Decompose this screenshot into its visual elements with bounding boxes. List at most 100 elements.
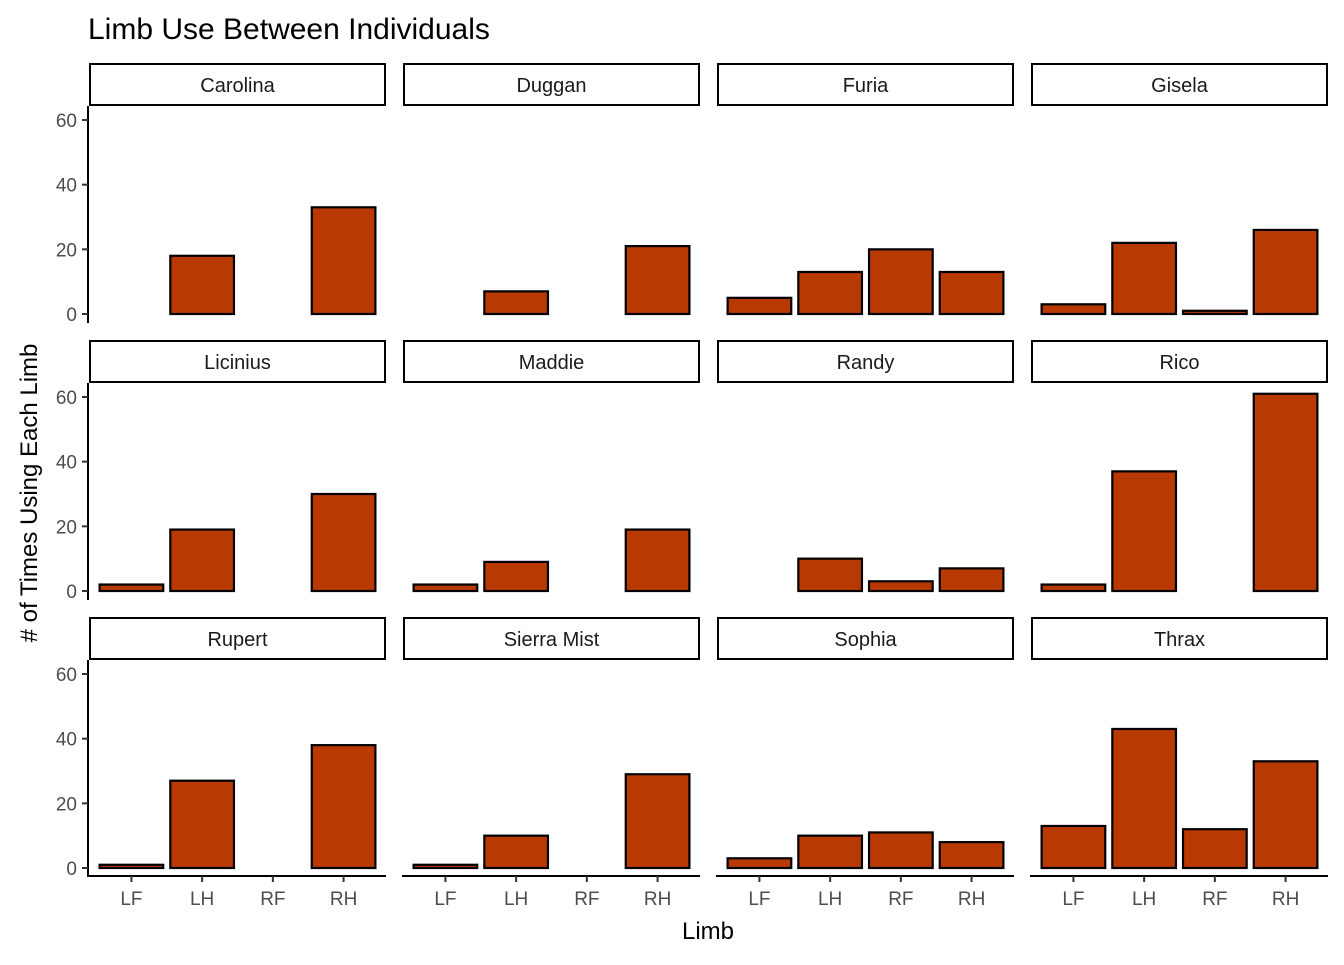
bar-thrax-rh	[1252, 760, 1319, 870]
bar-sierra-mist-lh	[483, 834, 550, 870]
y-tick-label: 40	[56, 730, 77, 751]
facet-panel-rico: Rico	[1031, 340, 1328, 593]
x-tick-label: RF	[574, 889, 599, 910]
x-tick-label: LH	[190, 889, 214, 910]
y-tick-label: 20	[56, 240, 77, 261]
x-tick-label: LF	[120, 889, 142, 910]
x-tick-label: RH	[958, 889, 985, 910]
y-axis-title: # of Times Using Each Limb	[16, 344, 43, 643]
x-tick-label: RH	[330, 889, 357, 910]
facet-strip	[1031, 63, 1328, 106]
facet-strip	[403, 63, 700, 106]
bar-licinius-lh	[169, 528, 236, 593]
y-tick-label: 20	[56, 794, 77, 815]
facet-strip-label: Rupert	[207, 629, 267, 651]
bar-licinius-lf	[98, 583, 165, 593]
facet-strip	[1031, 617, 1328, 660]
bar-rupert-lf	[98, 863, 165, 870]
bar-gisela-lf	[1040, 303, 1107, 316]
bar-furia-lh	[797, 270, 864, 316]
bar-rupert-rh	[310, 744, 377, 870]
facet-strip-label: Sophia	[834, 629, 897, 651]
facet-panels: Carolina 0 20 40 60 Duggan Furia Gisela Licinius…	[56, 63, 1328, 910]
facet-strip-label: Furia	[843, 75, 889, 97]
facet-panel-sophia: Sophia LF LH RF RH	[716, 617, 1014, 910]
bar-furia-rh	[938, 270, 1005, 316]
bar-maddie-lh	[483, 560, 550, 593]
bar-licinius-rh	[310, 492, 377, 593]
bar-rico-lh	[1111, 470, 1178, 593]
y-tick-label: 20	[56, 517, 77, 538]
bar-thrax-lh	[1111, 727, 1178, 870]
y-tick-label: 40	[56, 176, 77, 197]
x-tick-label: RH	[644, 889, 671, 910]
bar-furia-rf	[867, 248, 934, 316]
bar-sierra-mist-rh	[624, 773, 691, 870]
y-tick-label: 60	[56, 111, 77, 132]
facet-strip	[89, 63, 386, 106]
bar-gisela-rh	[1252, 228, 1319, 316]
bar-maddie-rh	[624, 528, 691, 593]
facet-strip	[89, 617, 386, 660]
facet-strip	[89, 340, 386, 383]
facet-panel-randy: Randy	[717, 340, 1014, 593]
bar-gisela-lh	[1111, 241, 1178, 316]
y-tick-label: 60	[56, 388, 77, 409]
x-tick-label: LF	[1062, 889, 1084, 910]
bar-thrax-rf	[1181, 828, 1248, 870]
facet-panel-sierra-mist: Sierra Mist LF LH RF RH	[402, 617, 700, 910]
facet-panel-thrax: Thrax LF LH RF RH	[1030, 617, 1328, 910]
x-tick-label: LF	[434, 889, 456, 910]
bar-duggan-lh	[483, 290, 550, 316]
facet-panel-rupert: Rupert 0 20 40 60 LF LH RF RH	[56, 617, 386, 910]
facet-strip	[717, 63, 1014, 106]
facet-strip-label: Maddie	[519, 352, 585, 374]
y-tick-label: 0	[66, 859, 77, 880]
bar-rico-lf	[1040, 583, 1107, 593]
y-tick-label: 0	[66, 582, 77, 603]
x-tick-label: RH	[1272, 889, 1299, 910]
facet-strip-label: Duggan	[516, 75, 586, 97]
x-tick-label: RF	[1202, 889, 1227, 910]
bar-randy-rh	[938, 567, 1005, 593]
facet-panel-maddie: Maddie	[403, 340, 700, 593]
facet-strip	[1031, 340, 1328, 383]
bar-duggan-rh	[624, 245, 691, 316]
facet-strip	[403, 340, 700, 383]
bar-sierra-mist-lf	[412, 863, 479, 870]
bar-rico-rh	[1252, 392, 1319, 593]
facet-panel-licinius: Licinius 0 20 40 60	[56, 340, 386, 603]
y-tick-label: 60	[56, 665, 77, 686]
bar-maddie-lf	[412, 583, 479, 593]
x-axis-title: Limb	[682, 918, 734, 945]
bar-randy-lh	[797, 557, 864, 593]
x-tick-label: RF	[260, 889, 285, 910]
bar-sophia-rf	[867, 831, 934, 870]
x-tick-label: LH	[504, 889, 528, 910]
bar-gisela-rf	[1181, 309, 1248, 316]
facet-panel-carolina: Carolina 0 20 40 60	[56, 63, 386, 326]
facet-panel-duggan: Duggan	[403, 63, 700, 316]
x-tick-label: LF	[748, 889, 770, 910]
facet-strip-label: Thrax	[1154, 629, 1205, 651]
facet-strip-label: Randy	[837, 352, 895, 374]
bar-sophia-lh	[797, 834, 864, 870]
facet-strip	[717, 617, 1014, 660]
bar-sophia-lf	[726, 857, 793, 870]
bar-rupert-lh	[169, 779, 236, 870]
facet-strip-label: Sierra Mist	[504, 629, 600, 651]
facet-strip	[717, 340, 1014, 383]
bar-sophia-rh	[938, 841, 1005, 870]
x-tick-label: RF	[888, 889, 913, 910]
facet-panel-gisela: Gisela	[1031, 63, 1328, 316]
chart-title: Limb Use Between Individuals	[88, 13, 490, 46]
x-tick-label: LH	[818, 889, 842, 910]
bar-furia-lf	[726, 296, 793, 316]
x-tick-label: LH	[1132, 889, 1156, 910]
y-tick-label: 0	[66, 305, 77, 326]
facet-strip-label: Carolina	[200, 75, 275, 97]
facet-strip-label: Rico	[1159, 352, 1199, 374]
y-tick-label: 40	[56, 453, 77, 474]
bar-thrax-lf	[1040, 824, 1107, 870]
